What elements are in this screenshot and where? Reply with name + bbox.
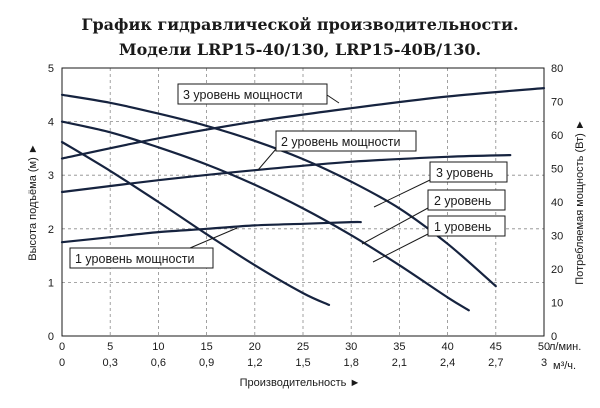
y-axis-label-right: Потребляемая мощность (Вт) ► <box>574 119 586 284</box>
box-power2 <box>275 130 417 152</box>
x-tick-label-secondary: 2,4 <box>440 357 455 369</box>
x-tick-label: 5 <box>107 341 113 353</box>
label-power3: 3 уровень мощности <box>183 88 302 102</box>
y-tick-label-right: 50 <box>551 164 563 176</box>
curves-layer <box>60 87 546 312</box>
box-head1 <box>427 215 506 237</box>
y-axis-label-left: Высота подъёма (м) ► <box>27 143 39 260</box>
y-tick-label-left: 4 <box>48 117 54 129</box>
leader-head3 <box>373 179 431 208</box>
x-tick-label: 45 <box>490 341 502 353</box>
x-tick-label-secondary: 0,9 <box>199 357 214 369</box>
box-power1 <box>69 247 214 269</box>
box-head3 <box>429 161 508 183</box>
x-tick-label: 25 <box>297 341 309 353</box>
power-curve-level-1 <box>60 220 362 244</box>
x-axis-label: Производительность ► <box>240 377 361 389</box>
x-tick-label-secondary: 1,5 <box>295 357 310 369</box>
label-head2: 2 уровень <box>434 194 491 208</box>
tick-labels: 0050,3100,6150,9201,2251,5301,8352,1402,… <box>48 63 563 369</box>
x-tick-label-secondary: 1,2 <box>247 357 262 369</box>
x-tick-label: 20 <box>249 341 261 353</box>
y-tick-label-right: 40 <box>551 197 563 209</box>
y-tick-label-left: 2 <box>48 224 54 236</box>
x-tick-label-secondary: 2,1 <box>392 357 407 369</box>
leader-power1 <box>189 227 238 249</box>
y-tick-label-right: 20 <box>551 264 563 276</box>
y-tick-label-right: 80 <box>551 63 563 75</box>
head-curve-level-2 <box>60 120 470 312</box>
x-tick-label-secondary: 0,3 <box>103 357 118 369</box>
leader-head1 <box>372 233 429 263</box>
chart-title-line-1: График гидравлической производительности… <box>81 15 518 34</box>
x-tick-label: 40 <box>441 341 453 353</box>
label-head1: 1 уровень <box>434 220 491 234</box>
x-tick-label: 15 <box>200 341 212 353</box>
y-tick-label-left: 0 <box>48 331 54 343</box>
x-tick-label: 10 <box>152 341 164 353</box>
leader-head2 <box>361 207 429 245</box>
plot-frame <box>61 67 545 337</box>
annotations-layer: 3 уровень мощности 2 уровень мощности 1 … <box>69 83 508 269</box>
y-tick-label-right: 10 <box>551 298 563 310</box>
x-tick-label-secondary: 0,6 <box>151 357 166 369</box>
chart-title-line-2: Модели LRP15-40/130, LRP15-40B/130. <box>119 40 481 59</box>
y-tick-label-right: 60 <box>551 130 563 142</box>
x-unit-primary: л/мин. <box>549 341 581 353</box>
y-tick-label-right: 70 <box>551 97 563 109</box>
x-tick-label-secondary: 2,7 <box>488 357 503 369</box>
y-tick-label-right: 0 <box>551 331 557 343</box>
y-tick-label-left: 3 <box>48 170 54 182</box>
x-tick-label: 30 <box>345 341 357 353</box>
y-tick-label-left: 1 <box>48 277 54 289</box>
label-power1: 1 уровень мощности <box>75 252 194 266</box>
x-tick-label: 35 <box>393 341 405 353</box>
x-tick-label: 0 <box>59 341 65 353</box>
y-tick-label-left: 5 <box>48 63 54 75</box>
y-tick-label-right: 30 <box>551 231 563 243</box>
x-tick-label-secondary: 1,8 <box>344 357 359 369</box>
label-power2: 2 уровень мощности <box>281 135 400 149</box>
x-tick-label: 50 <box>538 341 550 353</box>
power-curve-level-2 <box>60 154 512 194</box>
box-head2 <box>427 189 506 211</box>
x-unit-secondary: м³/ч. <box>553 360 576 372</box>
x-tick-label-secondary: 3 <box>541 357 547 369</box>
label-head3: 3 уровень <box>436 166 493 180</box>
head-curve-level-1 <box>60 140 331 306</box>
leader-power2 <box>257 148 277 171</box>
leader-power3 <box>326 94 340 104</box>
box-power3 <box>177 83 328 105</box>
power-curve-level-3 <box>60 87 546 160</box>
x-tick-label-secondary: 0 <box>59 357 65 369</box>
